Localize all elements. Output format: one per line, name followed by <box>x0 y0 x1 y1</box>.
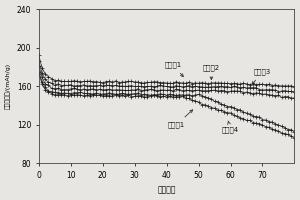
Text: 实施例1: 实施例1 <box>164 62 183 77</box>
Y-axis label: 放电比容量/(mAh/g): 放电比容量/(mAh/g) <box>6 63 11 109</box>
Text: 实施例3: 实施例3 <box>252 69 271 84</box>
X-axis label: 循环次数: 循环次数 <box>158 185 176 194</box>
Text: 实施例4: 实施例4 <box>222 121 239 133</box>
Text: 实施例2: 实施例2 <box>203 65 220 80</box>
Text: 对比例1: 对比例1 <box>168 110 193 128</box>
